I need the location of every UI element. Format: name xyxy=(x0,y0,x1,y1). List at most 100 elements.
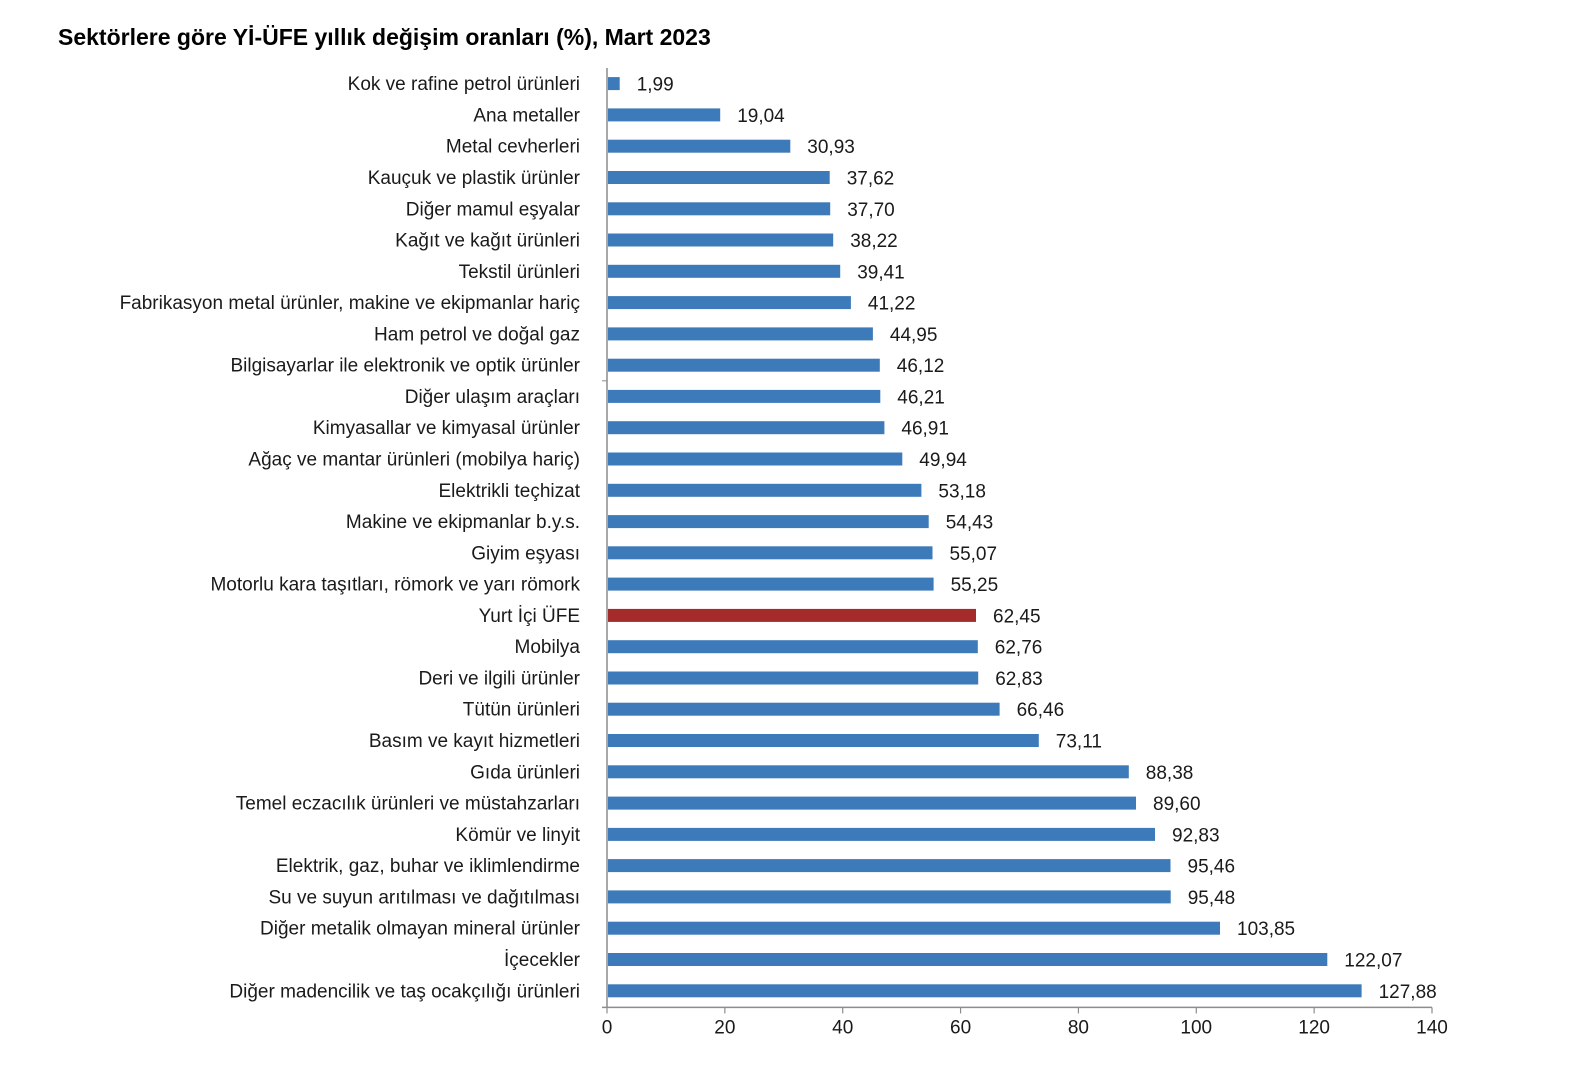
bar xyxy=(608,640,978,654)
bar xyxy=(608,171,830,184)
value-label: 38,22 xyxy=(850,231,898,252)
bar xyxy=(608,577,934,591)
bar-highlight xyxy=(608,608,976,622)
category-label: Motorlu kara taşıtları, römork ve yarı r… xyxy=(210,575,580,596)
bar xyxy=(608,765,1129,779)
category-label: Elektrikli teçhizat xyxy=(439,481,581,502)
bar xyxy=(608,77,620,91)
value-label: 55,25 xyxy=(951,575,999,596)
bar xyxy=(608,296,851,310)
bar xyxy=(608,671,979,685)
bar xyxy=(608,233,834,247)
category-label: Kimyasallar ve kimyasal ürünler xyxy=(313,418,581,439)
bar xyxy=(608,827,1155,841)
value-label: 88,38 xyxy=(1146,763,1194,784)
category-label: Bilgisayarlar ile elektronik ve optik ür… xyxy=(230,356,580,377)
bar xyxy=(608,953,1328,966)
bar xyxy=(608,921,1220,935)
category-label: Kok ve rafine petrol ürünleri xyxy=(348,74,580,95)
bar xyxy=(608,421,885,435)
x-tick-label: 80 xyxy=(1068,1017,1089,1038)
category-label: Kömür ve linyit xyxy=(455,825,580,846)
bars-group xyxy=(608,77,1362,998)
value-label: 62,45 xyxy=(993,606,1041,627)
value-label: 1,99 xyxy=(637,75,674,96)
bar xyxy=(608,139,791,153)
value-label: 54,43 xyxy=(946,513,994,534)
category-label: Yurt İçi ÜFE xyxy=(479,606,580,627)
category-label: Tütün ürünleri xyxy=(463,700,580,721)
bar xyxy=(608,483,922,497)
x-tick-label: 40 xyxy=(832,1017,853,1038)
category-label: Metal cevherleri xyxy=(446,137,580,158)
category-label: Kağıt ve kağıt ürünleri xyxy=(395,231,580,252)
bar xyxy=(608,264,841,278)
category-labels: Kok ve rafine petrol ürünleri Ana metalle… xyxy=(120,74,581,1002)
value-label: 39,41 xyxy=(857,262,905,283)
value-label: 19,04 xyxy=(737,106,785,127)
axes: 0 20 40 60 80 100 120 140 xyxy=(602,68,1448,1038)
bar xyxy=(608,515,929,529)
bar xyxy=(608,202,831,216)
category-label: Ham petrol ve doğal gaz xyxy=(374,324,580,345)
value-label: 46,12 xyxy=(897,356,945,377)
category-label: Basım ve kayıt hizmetleri xyxy=(369,731,580,752)
value-labels: 1,99 19,04 30,93 37,62 37,70 38,22 39,41 41,22 4… xyxy=(637,75,1437,1003)
bar xyxy=(608,984,1362,998)
category-label: Gıda ürünleri xyxy=(470,762,580,783)
value-label: 37,62 xyxy=(847,169,895,190)
value-label: 62,76 xyxy=(995,638,1043,659)
bar xyxy=(608,890,1171,904)
category-label: Diğer madencilik ve taş ocakçılığı ürünl… xyxy=(229,981,580,1002)
value-label: 62,83 xyxy=(995,669,1043,690)
category-label: Diğer mamul eşyalar xyxy=(406,199,581,220)
value-label: 49,94 xyxy=(919,450,967,471)
value-label: 66,46 xyxy=(1017,700,1065,721)
chart-title: Sektörlere göre Yİ-ÜFE yıllık değişim or… xyxy=(58,24,711,50)
value-label: 103,85 xyxy=(1237,919,1295,940)
category-label: İçecekler xyxy=(504,950,581,971)
x-tick-label: 100 xyxy=(1180,1017,1212,1038)
x-tick-label: 140 xyxy=(1416,1017,1448,1038)
value-label: 122,07 xyxy=(1344,951,1402,972)
category-label: Mobilya xyxy=(515,637,581,658)
bar xyxy=(608,859,1171,873)
category-label: Tekstil ürünleri xyxy=(459,262,580,283)
bar xyxy=(608,452,903,466)
value-label: 92,83 xyxy=(1172,825,1220,846)
x-tick-label: 60 xyxy=(950,1017,971,1038)
category-label: Su ve suyun arıtılması ve dağıtılması xyxy=(268,887,580,908)
value-label: 46,91 xyxy=(901,419,949,440)
category-label: Diğer ulaşım araçları xyxy=(405,387,580,408)
value-label: 30,93 xyxy=(807,137,855,158)
category-label: Ana metaller xyxy=(473,105,580,126)
value-label: 95,46 xyxy=(1188,857,1236,878)
bar xyxy=(608,796,1136,810)
category-label: Diğer metalik olmayan mineral ürünler xyxy=(260,919,581,940)
category-label: Ağaç ve mantar ürünleri (mobilya hariç) xyxy=(248,450,580,471)
bar xyxy=(608,734,1039,747)
category-label: Fabrikasyon metal ürünler, makine ve eki… xyxy=(120,293,580,314)
value-label: 127,88 xyxy=(1379,982,1437,1003)
x-tick-label: 120 xyxy=(1298,1017,1330,1038)
bar xyxy=(608,546,933,560)
category-label: Deri ve ilgili ürünler xyxy=(418,669,580,690)
category-label: Kauçuk ve plastik ürünler xyxy=(368,168,581,189)
bar xyxy=(608,108,721,122)
value-label: 73,11 xyxy=(1056,732,1102,753)
category-label: Temel eczacılık ürünleri ve müstahzarlar… xyxy=(236,794,580,815)
value-label: 89,60 xyxy=(1153,794,1201,815)
bar xyxy=(608,358,880,372)
value-label: 46,21 xyxy=(897,387,945,408)
x-tick-label: 0 xyxy=(602,1017,613,1038)
category-label: Elektrik, gaz, buhar ve iklimlendirme xyxy=(276,856,580,877)
category-label: Giyim eşyası xyxy=(471,543,580,564)
bar xyxy=(608,389,881,403)
bar xyxy=(608,702,1000,716)
value-label: 53,18 xyxy=(938,481,986,502)
value-label: 41,22 xyxy=(868,294,916,315)
value-label: 37,70 xyxy=(847,200,895,221)
x-tick-label: 20 xyxy=(714,1017,735,1038)
bar xyxy=(608,327,873,341)
